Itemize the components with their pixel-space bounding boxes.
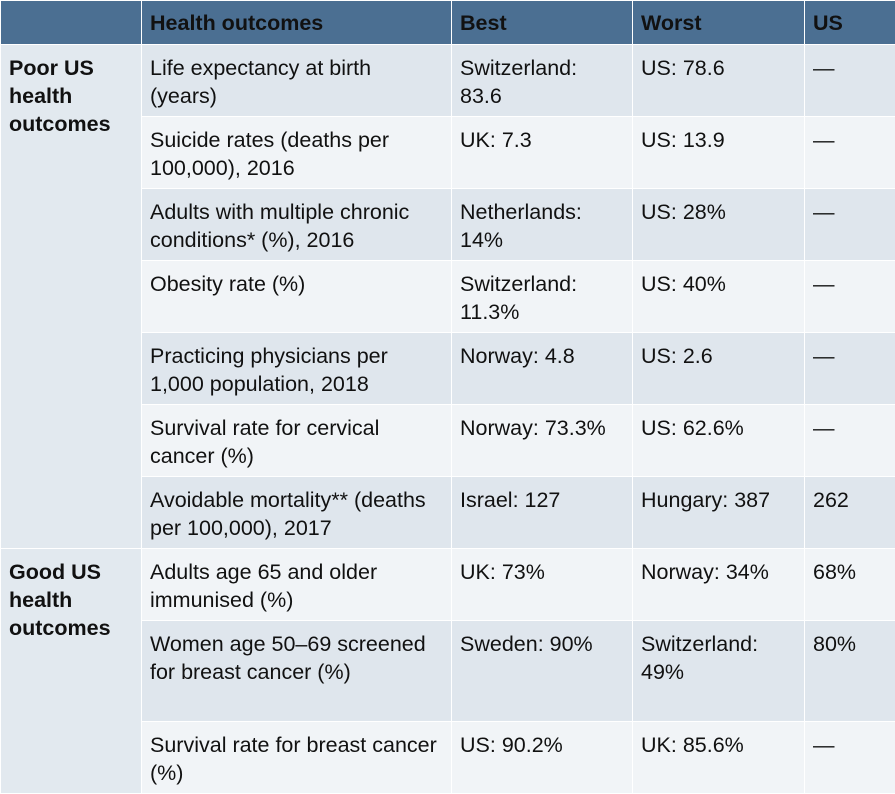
- outcome-cell: Adults with multiple chronic conditions*…: [142, 189, 452, 261]
- us-cell: —: [805, 722, 895, 794]
- group-label-good: Good US health outcomes: [1, 549, 142, 794]
- header-row: Health outcomes Best Worst US: [1, 1, 895, 45]
- worst-cell: Switzerland: 49%: [633, 621, 805, 722]
- us-cell: 262: [805, 477, 895, 549]
- us-cell: —: [805, 189, 895, 261]
- table-row: Good US health outcomes Adults age 65 an…: [1, 549, 895, 621]
- us-cell: —: [805, 117, 895, 189]
- us-cell: —: [805, 45, 895, 117]
- header-outcome: Health outcomes: [142, 1, 452, 45]
- outcome-cell: Adults age 65 and older immunised (%): [142, 549, 452, 621]
- us-cell: —: [805, 261, 895, 333]
- table-row: Poor US health outcomes Life expectancy …: [1, 45, 895, 117]
- worst-cell: US: 40%: [633, 261, 805, 333]
- best-cell: Norway: 73.3%: [452, 405, 633, 477]
- header-best: Best: [452, 1, 633, 45]
- outcome-cell: Women age 50–69 screened for breast canc…: [142, 621, 452, 722]
- outcome-cell: Practicing physicians per 1,000 populati…: [142, 333, 452, 405]
- outcome-cell: Survival rate for cervical cancer (%): [142, 405, 452, 477]
- outcome-cell: Suicide rates (deaths per 100,000), 2016: [142, 117, 452, 189]
- best-cell: Switzerland: 11.3%: [452, 261, 633, 333]
- us-cell: 80%: [805, 621, 895, 722]
- best-cell: Netherlands: 14%: [452, 189, 633, 261]
- header-group: [1, 1, 142, 45]
- worst-cell: US: 78.6: [633, 45, 805, 117]
- header-us: US: [805, 1, 895, 45]
- worst-cell: US: 62.6%: [633, 405, 805, 477]
- best-cell: US: 90.2%: [452, 722, 633, 794]
- best-cell: UK: 73%: [452, 549, 633, 621]
- best-cell: Sweden: 90%: [452, 621, 633, 722]
- best-cell: Switzerland: 83.6: [452, 45, 633, 117]
- outcome-cell: Life expectancy at birth (years): [142, 45, 452, 117]
- worst-cell: Hungary: 387: [633, 477, 805, 549]
- header-worst: Worst: [633, 1, 805, 45]
- worst-cell: US: 28%: [633, 189, 805, 261]
- worst-cell: UK: 85.6%: [633, 722, 805, 794]
- best-cell: Israel: 127: [452, 477, 633, 549]
- worst-cell: Norway: 34%: [633, 549, 805, 621]
- us-cell: —: [805, 333, 895, 405]
- group-label-poor: Poor US health outcomes: [1, 45, 142, 549]
- outcome-cell: Obesity rate (%): [142, 261, 452, 333]
- best-cell: UK: 7.3: [452, 117, 633, 189]
- outcome-cell: Avoidable mortality** (deaths per 100,00…: [142, 477, 452, 549]
- us-cell: —: [805, 405, 895, 477]
- outcome-cell: Survival rate for breast cancer (%): [142, 722, 452, 794]
- worst-cell: US: 13.9: [633, 117, 805, 189]
- worst-cell: US: 2.6: [633, 333, 805, 405]
- us-cell: 68%: [805, 549, 895, 621]
- best-cell: Norway: 4.8: [452, 333, 633, 405]
